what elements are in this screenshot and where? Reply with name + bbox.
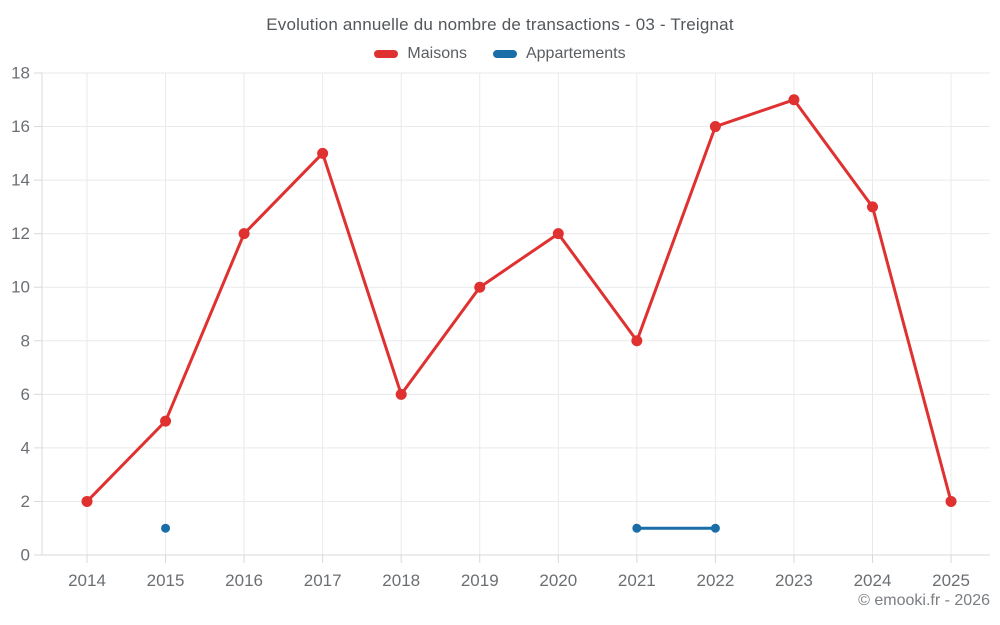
data-point-maisons-2019[interactable] <box>474 281 486 293</box>
x-axis-label: 2017 <box>304 571 342 590</box>
x-axis-label: 2022 <box>696 571 734 590</box>
y-axis-label: 4 <box>21 438 30 457</box>
data-point-appartements-2015[interactable] <box>161 523 171 533</box>
y-axis-label: 12 <box>11 224 30 243</box>
chart-title: Evolution annuelle du nombre de transact… <box>266 15 734 34</box>
data-point-maisons-2018[interactable] <box>395 388 407 400</box>
x-axis-label: 2016 <box>225 571 263 590</box>
legend-item-appartements[interactable]: Appartements <box>492 45 626 63</box>
copyright-footer: © emooki.fr - 2026 <box>858 592 990 609</box>
legend-label-maisons: Maisons <box>407 45 467 62</box>
y-axis-label: 2 <box>21 492 30 511</box>
y-axis-label: 14 <box>11 171 30 190</box>
x-axis-label: 2015 <box>147 571 185 590</box>
series-maisons <box>81 94 957 507</box>
data-point-maisons-2021[interactable] <box>631 335 643 347</box>
series-line-maisons <box>85 98 953 503</box>
x-axis-label: 2018 <box>382 571 420 590</box>
legend-swatch-maisons-icon <box>374 50 399 58</box>
chart-legend: Maisons Appartements <box>0 45 1000 63</box>
x-axis-label: 2021 <box>618 571 656 590</box>
x-axis-label: 2014 <box>68 571 106 590</box>
data-point-maisons-2020[interactable] <box>552 228 564 240</box>
legend-label-appartements: Appartements <box>525 45 626 62</box>
y-axis-label: 18 <box>11 64 30 83</box>
data-point-maisons-2016[interactable] <box>238 228 250 240</box>
data-point-appartements-2021[interactable] <box>632 523 642 533</box>
legend-item-maisons[interactable]: Maisons <box>374 45 467 63</box>
y-axis-label: 0 <box>21 546 30 565</box>
data-point-maisons-2014[interactable] <box>81 495 93 507</box>
data-point-appartements-2022[interactable] <box>710 523 720 533</box>
data-point-maisons-2025[interactable] <box>945 495 957 507</box>
data-point-maisons-2022[interactable] <box>709 121 721 133</box>
y-axis-label: 6 <box>21 385 30 404</box>
data-point-maisons-2024[interactable] <box>867 201 878 213</box>
axis-labels: 0 2 4 6 8 10 12 14 16 18 2014 2015 2016 2017 2018 2019 2… <box>11 64 970 591</box>
x-axis-label: 2024 <box>854 571 892 590</box>
x-axis-label: 2023 <box>775 571 813 590</box>
data-point-maisons-2015[interactable] <box>160 415 172 427</box>
x-axis-label: 2025 <box>932 571 970 590</box>
y-axis-label: 8 <box>21 331 30 350</box>
y-axis-label: 16 <box>11 117 30 136</box>
series-group <box>81 94 957 533</box>
x-axis-label: 2020 <box>539 571 577 590</box>
axis-lines <box>34 72 990 563</box>
data-point-maisons-2023[interactable] <box>788 94 800 106</box>
legend-swatch-appartements-icon <box>492 50 517 58</box>
grid-lines <box>42 72 990 555</box>
data-point-maisons-2017[interactable] <box>317 147 329 159</box>
y-axis-label: 10 <box>11 278 30 297</box>
x-axis-label: 2019 <box>461 571 499 590</box>
series-appartements <box>161 523 720 533</box>
